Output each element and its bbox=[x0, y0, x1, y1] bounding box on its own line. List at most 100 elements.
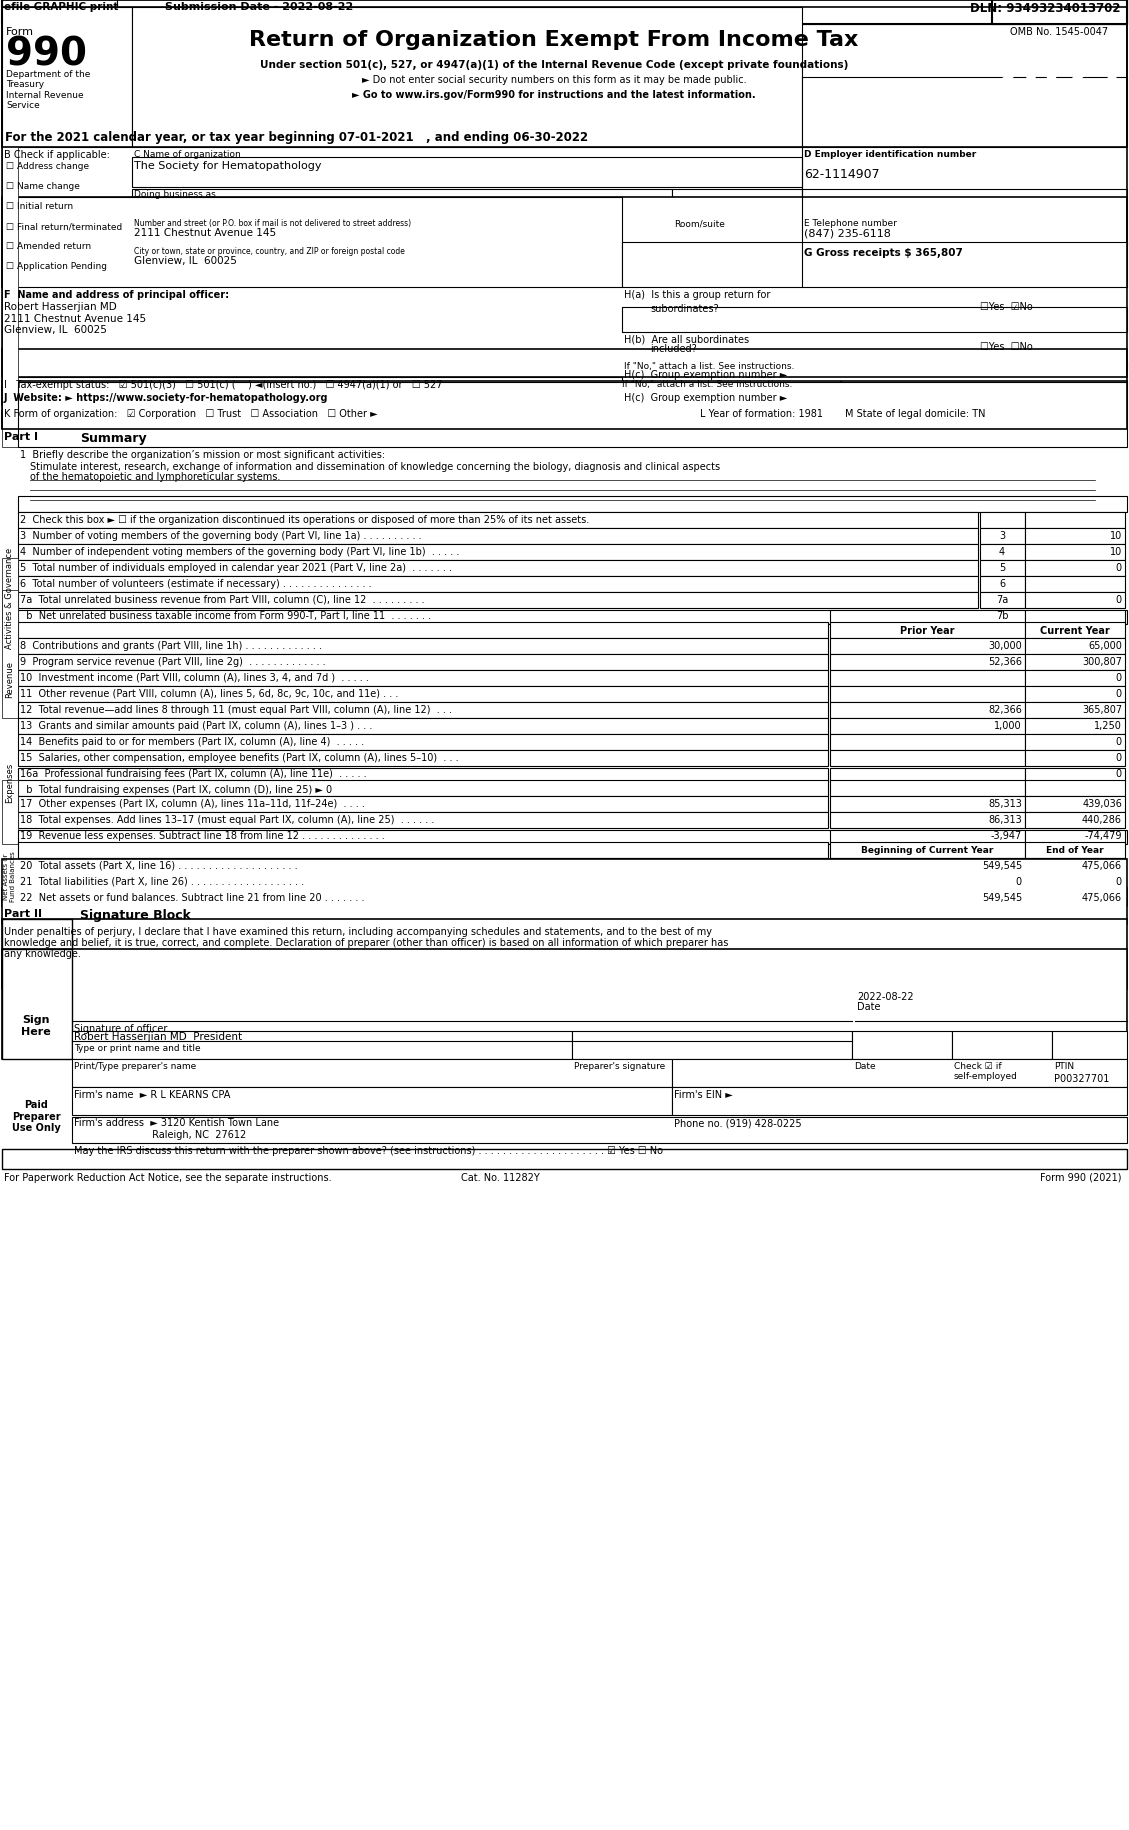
Text: 549,545: 549,545 bbox=[982, 860, 1022, 871]
Bar bbox=[2, 950, 72, 1060]
Bar bbox=[2, 558, 18, 639]
Bar bbox=[980, 576, 1025, 593]
Text: Date: Date bbox=[854, 1061, 876, 1071]
Text: 7a  Total unrelated business revenue from Part VIII, column (C), line 12  . . . : 7a Total unrelated business revenue from… bbox=[20, 595, 425, 604]
Bar bbox=[855, 950, 1124, 990]
Bar bbox=[72, 1118, 1127, 1144]
Bar bbox=[1025, 576, 1124, 593]
Text: Department of the
Treasury
Internal Revenue
Service: Department of the Treasury Internal Reve… bbox=[6, 70, 90, 110]
Text: b  Total fundraising expenses (Part IX, column (D), line 25) ► 0: b Total fundraising expenses (Part IX, c… bbox=[20, 785, 332, 794]
Text: 86,313: 86,313 bbox=[988, 814, 1022, 825]
Bar bbox=[802, 218, 1127, 245]
Text: PTIN: PTIN bbox=[1054, 1061, 1074, 1071]
Text: (847) 235-6118: (847) 235-6118 bbox=[804, 229, 891, 238]
Text: Net Assets or
Fund Balances: Net Assets or Fund Balances bbox=[3, 851, 17, 902]
Text: H(c)  Group exemption number ►: H(c) Group exemption number ► bbox=[624, 370, 787, 381]
Text: Firm's EIN ►: Firm's EIN ► bbox=[674, 1089, 733, 1100]
Bar bbox=[980, 529, 1025, 545]
Text: City or town, state or province, country, and ZIP or foreign postal code: City or town, state or province, country… bbox=[134, 247, 405, 256]
Bar bbox=[18, 831, 1127, 844]
Text: ☐Yes  ☐No: ☐Yes ☐No bbox=[980, 342, 1033, 351]
Bar bbox=[1025, 842, 1124, 858]
Text: 9  Program service revenue (Part VIII, line 2g)  . . . . . . . . . . . . .: 9 Program service revenue (Part VIII, li… bbox=[20, 657, 325, 666]
Bar bbox=[1025, 781, 1124, 796]
Text: ☐ Initial return: ☐ Initial return bbox=[6, 201, 73, 210]
Text: Under penalties of perjury, I declare that I have examined this return, includin: Under penalties of perjury, I declare th… bbox=[5, 926, 712, 937]
Bar bbox=[1025, 703, 1124, 719]
Text: Beginning of Current Year: Beginning of Current Year bbox=[860, 845, 994, 855]
Text: Check ☑ if
self-employed: Check ☑ if self-employed bbox=[954, 1061, 1018, 1082]
Bar bbox=[18, 734, 828, 750]
Text: Submission Date - 2022-08-22: Submission Date - 2022-08-22 bbox=[165, 2, 353, 13]
Text: any knowledge.: any knowledge. bbox=[5, 948, 81, 959]
Bar bbox=[1025, 813, 1124, 829]
Bar bbox=[18, 560, 978, 576]
Bar bbox=[802, 79, 1127, 148]
Bar bbox=[1025, 655, 1124, 670]
Bar bbox=[1025, 875, 1124, 891]
Bar bbox=[830, 769, 1025, 783]
Bar bbox=[2, 198, 1127, 287]
Bar bbox=[2, 0, 117, 26]
Text: P00327701: P00327701 bbox=[1054, 1074, 1110, 1083]
Bar bbox=[2, 889, 1127, 906]
Text: 2  Check this box ► ☐ if the organization discontinued its operations or dispose: 2 Check this box ► ☐ if the organization… bbox=[20, 514, 589, 525]
Text: Firm's name  ► R L KEARNS CPA: Firm's name ► R L KEARNS CPA bbox=[75, 1089, 230, 1100]
Text: G Gross receipts $ 365,807: G Gross receipts $ 365,807 bbox=[804, 247, 963, 258]
Text: Type or print name and title: Type or print name and title bbox=[75, 1043, 201, 1052]
Text: Raleigh, NC  27612: Raleigh, NC 27612 bbox=[75, 1129, 246, 1140]
Bar bbox=[830, 750, 1025, 767]
Text: Date: Date bbox=[857, 1001, 881, 1012]
Bar bbox=[1025, 560, 1124, 576]
Text: 4: 4 bbox=[999, 547, 1005, 556]
Text: ☐ Application Pending: ☐ Application Pending bbox=[6, 262, 107, 271]
Text: 14  Benefits paid to or for members (Part IX, column (A), line 4)  . . . . .: 14 Benefits paid to or for members (Part… bbox=[20, 737, 365, 747]
Bar bbox=[672, 1060, 1127, 1087]
Text: I   Tax-exempt status:   ☑ 501(c)(3)   ☐ 501(c) (    ) ◄(insert no.)   ☐ 4947(a): I Tax-exempt status: ☑ 501(c)(3) ☐ 501(c… bbox=[5, 381, 443, 390]
Text: End of Year: End of Year bbox=[1047, 845, 1104, 855]
Text: Under section 501(c), 527, or 4947(a)(1) of the Internal Revenue Code (except pr: Under section 501(c), 527, or 4947(a)(1)… bbox=[260, 60, 848, 70]
Text: subordinates?: subordinates? bbox=[650, 304, 719, 313]
Bar bbox=[2, 148, 18, 448]
Bar bbox=[2, 1149, 1127, 1169]
Bar bbox=[2, 950, 1127, 1060]
Bar bbox=[980, 545, 1025, 560]
Bar bbox=[2, 112, 1127, 130]
Bar bbox=[622, 243, 1127, 287]
Bar bbox=[1025, 831, 1124, 844]
Text: Signature of officer: Signature of officer bbox=[75, 1023, 167, 1034]
Text: Return of Organization Exempt From Income Tax: Return of Organization Exempt From Incom… bbox=[250, 29, 859, 49]
Text: Sign
Here: Sign Here bbox=[21, 1014, 51, 1036]
Bar bbox=[72, 1060, 672, 1087]
Bar bbox=[2, 860, 1127, 924]
Bar bbox=[830, 719, 1025, 734]
Bar bbox=[18, 670, 828, 686]
Text: 439,036: 439,036 bbox=[1082, 798, 1122, 809]
Bar bbox=[18, 529, 978, 545]
Bar bbox=[2, 382, 1127, 406]
Bar bbox=[952, 1032, 1052, 1060]
Text: 549,545: 549,545 bbox=[982, 893, 1022, 902]
Bar bbox=[18, 593, 978, 609]
Bar bbox=[830, 670, 1025, 686]
Bar bbox=[672, 190, 802, 218]
Text: 0: 0 bbox=[1115, 688, 1122, 699]
Bar bbox=[2, 919, 72, 990]
Text: 1  Briefly describe the organization’s mission or most significant activities:: 1 Briefly describe the organization’s mi… bbox=[20, 450, 385, 459]
Bar bbox=[830, 781, 1025, 796]
Bar bbox=[830, 655, 1025, 670]
Text: Part II: Part II bbox=[5, 908, 42, 919]
Text: 7b: 7b bbox=[996, 611, 1008, 620]
Bar bbox=[1025, 734, 1124, 750]
Text: Robert Hasserjian MD  President: Robert Hasserjian MD President bbox=[75, 1032, 242, 1041]
Bar bbox=[18, 875, 828, 891]
Text: For Paperwork Reduction Act Notice, see the separate instructions.: For Paperwork Reduction Act Notice, see … bbox=[5, 1173, 332, 1182]
Text: 1,250: 1,250 bbox=[1094, 721, 1122, 730]
Text: 10: 10 bbox=[1110, 547, 1122, 556]
Text: 62-1114907: 62-1114907 bbox=[804, 168, 879, 181]
Bar bbox=[18, 813, 828, 829]
Bar bbox=[18, 858, 828, 875]
Bar bbox=[132, 7, 802, 148]
Bar bbox=[18, 750, 828, 767]
Bar bbox=[18, 512, 978, 529]
